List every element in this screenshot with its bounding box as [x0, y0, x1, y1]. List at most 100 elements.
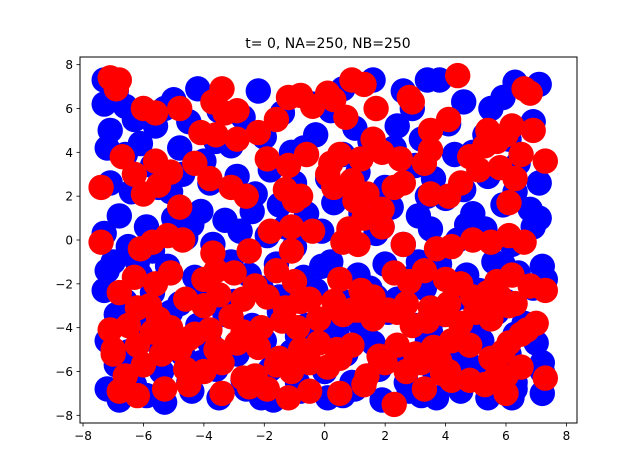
x-tick-label: −8 — [74, 429, 92, 443]
red-particle — [411, 258, 438, 284]
red-particle — [245, 334, 271, 361]
red-particle — [478, 306, 504, 332]
red-particle — [369, 214, 395, 240]
red-particle — [360, 306, 386, 332]
y-tick-label: 0 — [65, 234, 73, 248]
red-particle — [145, 172, 172, 198]
red-particle — [224, 330, 250, 356]
red-particle — [496, 190, 522, 216]
red-particle — [142, 148, 169, 174]
red-particle — [275, 385, 302, 411]
y-tick-label: −4 — [55, 321, 73, 335]
red-particle — [502, 165, 528, 192]
red-particle — [399, 89, 425, 115]
red-particle — [209, 380, 235, 407]
red-particle — [411, 150, 438, 176]
red-particle — [142, 100, 169, 126]
red-particle — [224, 98, 250, 124]
x-tick-label: −2 — [255, 429, 273, 443]
red-particle — [369, 139, 395, 165]
red-particle — [345, 231, 371, 258]
red-particle — [348, 146, 374, 172]
red-particle — [275, 152, 302, 179]
red-particle — [148, 341, 175, 367]
red-particle — [278, 214, 305, 240]
red-particle — [381, 391, 407, 418]
red-particle — [263, 106, 290, 133]
red-particle — [115, 312, 141, 339]
chart-title: t= 0, NA=250, NB=250 — [245, 36, 410, 52]
red-particle — [236, 238, 262, 264]
red-particle — [457, 332, 483, 358]
y-tick-label: 2 — [65, 190, 73, 204]
red-particle — [496, 293, 522, 319]
red-particle — [390, 231, 416, 258]
red-particle — [390, 170, 416, 196]
x-tick-label: 4 — [442, 429, 450, 443]
x-tick-label: −6 — [135, 429, 153, 443]
x-tick-label: 6 — [502, 429, 510, 443]
blue-particle — [106, 203, 132, 229]
y-tick-label: 4 — [65, 146, 73, 160]
red-particle — [209, 350, 235, 376]
red-particle — [411, 376, 438, 402]
red-particle — [532, 365, 558, 391]
red-particle — [281, 268, 308, 295]
red-particle — [466, 157, 492, 183]
red-particle — [281, 187, 308, 214]
red-particle — [182, 321, 208, 347]
red-particle — [257, 218, 283, 244]
red-particle — [188, 119, 214, 146]
red-particle — [88, 229, 114, 255]
red-particle — [245, 119, 271, 146]
red-particle — [493, 380, 519, 407]
red-particle — [351, 71, 377, 98]
red-particle — [532, 148, 558, 174]
blue-particle — [227, 218, 253, 244]
red-particle — [254, 146, 280, 172]
red-particle — [154, 222, 181, 249]
red-particle — [176, 371, 202, 398]
red-particle — [299, 218, 326, 244]
red-particle — [151, 376, 178, 402]
red-particle — [103, 76, 129, 102]
red-particle — [100, 341, 126, 367]
red-particle — [351, 371, 377, 398]
data-points — [88, 62, 558, 418]
red-particle — [327, 345, 353, 371]
red-particle — [363, 95, 389, 122]
blue-particle — [94, 258, 120, 284]
red-particle — [333, 104, 359, 130]
x-tick-label: 2 — [381, 429, 389, 443]
red-particle — [121, 161, 148, 187]
blue-particle — [417, 216, 444, 242]
red-particle — [224, 126, 250, 152]
y-tick-label: 8 — [65, 58, 73, 72]
red-particle — [327, 380, 353, 407]
red-particle — [284, 315, 311, 341]
red-particle — [511, 229, 537, 255]
red-particle — [429, 361, 456, 387]
red-particle — [206, 282, 232, 308]
red-particle — [438, 233, 465, 260]
blue-particle — [526, 170, 552, 196]
x-tick-label: −4 — [195, 429, 213, 443]
red-particle — [508, 354, 534, 380]
y-tick-label: −6 — [55, 365, 73, 379]
red-particle — [296, 286, 323, 312]
x-tick-label: 0 — [321, 429, 329, 443]
red-particle — [124, 382, 151, 409]
red-particle — [532, 277, 558, 304]
blue-particle — [309, 253, 335, 279]
blue-particle — [245, 78, 271, 104]
red-particle — [372, 350, 398, 376]
red-particle — [520, 117, 546, 144]
red-particle — [242, 363, 268, 389]
red-particle — [88, 174, 114, 201]
y-tick-label: −8 — [55, 409, 73, 423]
y-tick-label: −2 — [55, 277, 73, 291]
blue-particle — [490, 84, 516, 111]
red-particle — [197, 165, 223, 192]
blue-particle — [451, 89, 477, 115]
